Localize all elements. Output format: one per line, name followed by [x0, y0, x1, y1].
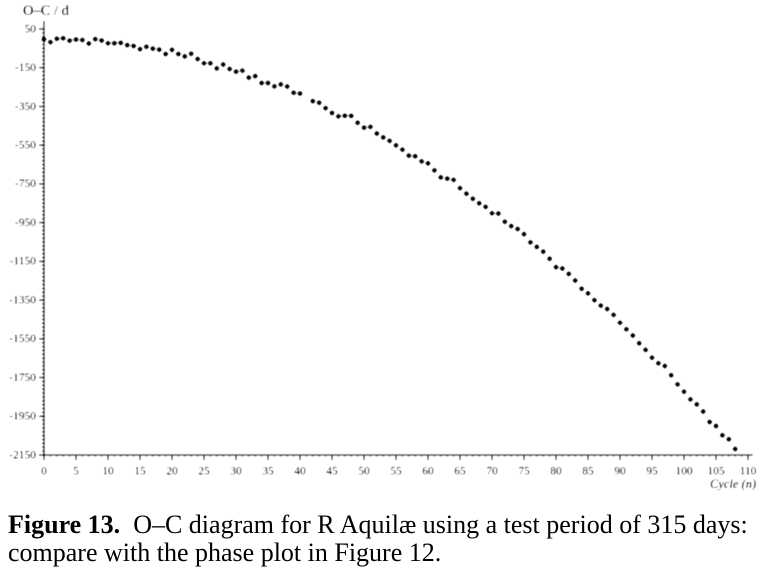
svg-text:-1350: -1350 [9, 294, 36, 306]
svg-text:-1750: -1750 [9, 372, 36, 384]
svg-text:100: 100 [675, 466, 693, 478]
svg-text:-350: -350 [15, 101, 36, 113]
svg-text:-750: -750 [15, 178, 36, 190]
svg-text:10: 10 [102, 466, 114, 478]
svg-text:95: 95 [646, 466, 658, 478]
svg-text:O–C / d: O–C / d [23, 3, 70, 19]
svg-text:80: 80 [550, 466, 562, 478]
svg-text:70: 70 [486, 466, 498, 478]
svg-text:55: 55 [390, 466, 402, 478]
svg-text:65: 65 [454, 466, 466, 478]
svg-text:45: 45 [326, 466, 338, 478]
svg-text:50: 50 [25, 23, 37, 35]
svg-text:50: 50 [358, 466, 370, 478]
svg-text:75: 75 [518, 466, 530, 478]
svg-text:40: 40 [294, 466, 306, 478]
svg-text:-1150: -1150 [10, 256, 37, 268]
svg-text:105: 105 [707, 466, 725, 478]
svg-text:0: 0 [41, 466, 47, 478]
svg-text:-1550: -1550 [9, 333, 36, 345]
svg-text:15: 15 [134, 466, 146, 478]
svg-text:20: 20 [166, 466, 178, 478]
svg-text:60: 60 [422, 466, 434, 478]
svg-text:90: 90 [614, 466, 626, 478]
svg-text:-2150: -2150 [9, 449, 36, 461]
svg-text:Cycle (n): Cycle (n) [710, 477, 756, 491]
svg-text:-1950: -1950 [9, 411, 36, 423]
svg-text:35: 35 [262, 466, 274, 478]
svg-text:-550: -550 [15, 139, 36, 151]
svg-text:85: 85 [582, 466, 594, 478]
svg-text:110: 110 [740, 466, 757, 478]
svg-text:30: 30 [230, 466, 242, 478]
svg-text:25: 25 [198, 466, 210, 478]
svg-text:5: 5 [73, 466, 79, 478]
svg-text:-150: -150 [15, 62, 36, 74]
svg-text:-950: -950 [15, 217, 36, 229]
